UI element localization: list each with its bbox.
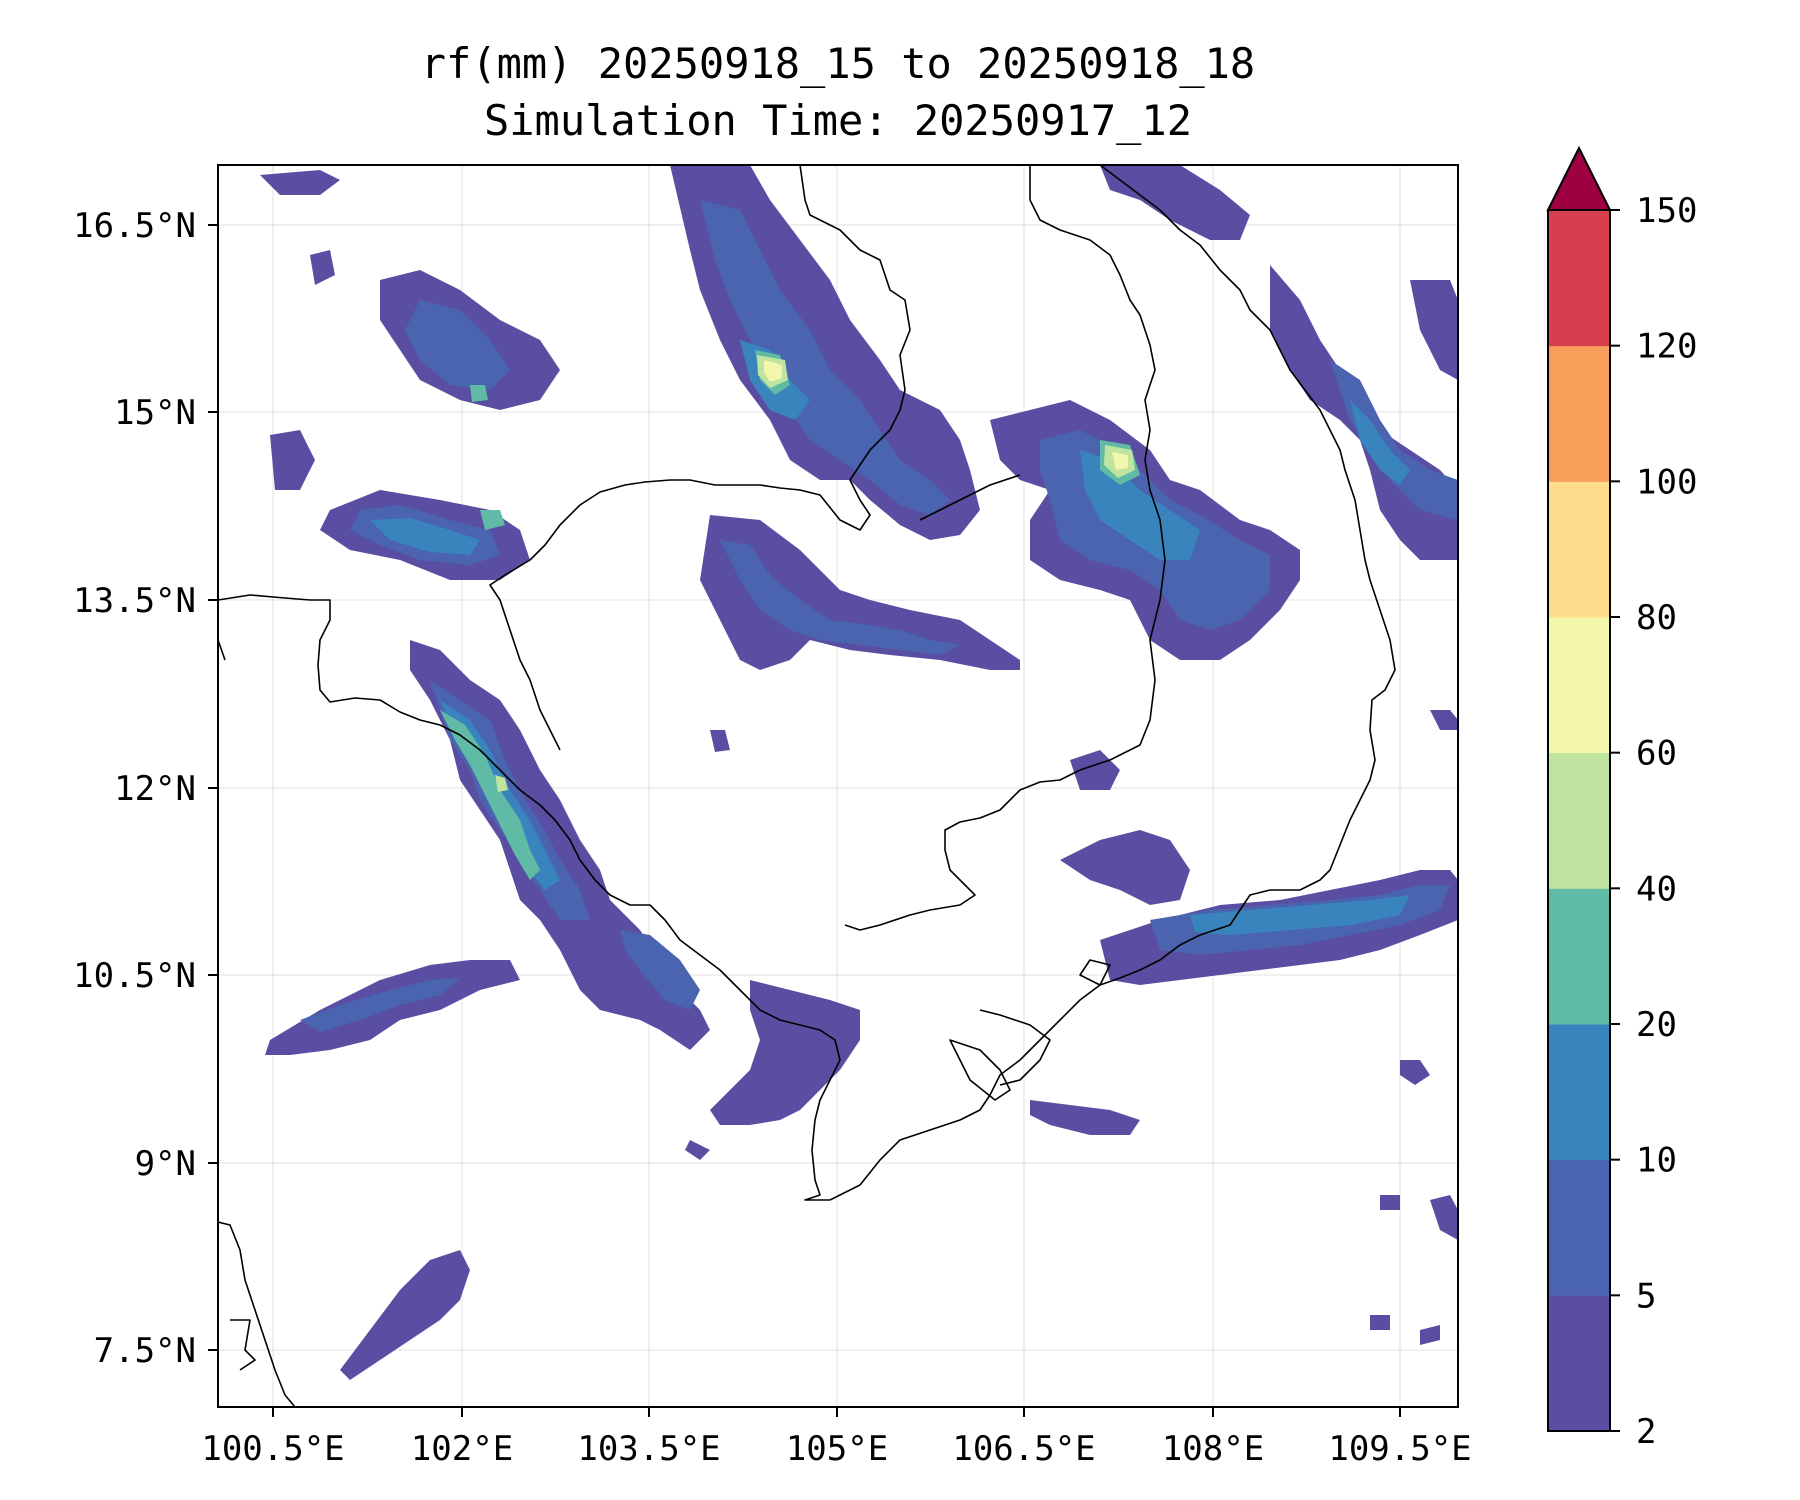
lon-tick-label: 103.5°E bbox=[577, 1429, 720, 1469]
lat-tick-label: 9°N bbox=[135, 1144, 196, 1184]
lon-tick-label: 109.5°E bbox=[1328, 1429, 1471, 1469]
rainfall-contours bbox=[260, 165, 1458, 1380]
colorbar-tick-label: 40 bbox=[1636, 869, 1677, 909]
lat-tick-label: 12°N bbox=[114, 769, 196, 809]
colorbar-band bbox=[1548, 1295, 1610, 1432]
colorbar-tick-label: 20 bbox=[1636, 1005, 1677, 1045]
colorbar-band bbox=[1548, 1159, 1610, 1296]
rain-cell bbox=[700, 200, 950, 515]
colorbar-bands bbox=[1548, 210, 1610, 1432]
rain-cell bbox=[764, 360, 782, 382]
colorbar-band bbox=[1548, 210, 1610, 347]
lat-tick-label: 10.5°N bbox=[73, 956, 196, 996]
rain-cell bbox=[495, 775, 508, 792]
rain-cell bbox=[405, 300, 510, 390]
colorbar-tick-label: 2 bbox=[1636, 1412, 1656, 1452]
coastlines-and-borders bbox=[218, 165, 1396, 1407]
lat-tick-label: 15°N bbox=[114, 393, 196, 433]
colorbar: 2 5 10 20 40 60 80 100 120 150 bbox=[1546, 145, 1697, 1452]
colorbar-band bbox=[1548, 617, 1610, 754]
lon-tick-label: 108°E bbox=[1162, 1429, 1264, 1469]
rain-cell bbox=[1400, 1060, 1430, 1085]
figure-title-line2: Simulation Time: 20250917_12 bbox=[484, 96, 1192, 145]
rain-cell bbox=[260, 170, 340, 195]
map-panel: 100.5°E 102°E 103.5°E 105°E 106.5°E 108°… bbox=[73, 164, 1472, 1469]
colorbar-band bbox=[1548, 481, 1610, 618]
colorbar-band bbox=[1548, 888, 1610, 1025]
colorbar-tick-label: 100 bbox=[1636, 462, 1697, 502]
colorbar-extend-arrow bbox=[1546, 145, 1612, 211]
colorbar-tick-label: 10 bbox=[1636, 1141, 1677, 1181]
rain-cell bbox=[1030, 1100, 1140, 1135]
rain-cell bbox=[1330, 360, 1458, 520]
rain-cell bbox=[700, 515, 1020, 670]
lon-tick-label: 105°E bbox=[786, 1429, 888, 1469]
rain-cell bbox=[1190, 895, 1410, 935]
rain-cell bbox=[470, 385, 488, 402]
colorbar-tick-label: 60 bbox=[1636, 734, 1677, 774]
colorbar-tick-label: 5 bbox=[1636, 1276, 1656, 1316]
lat-tick-label: 13.5°N bbox=[73, 581, 196, 621]
rain-cell bbox=[440, 710, 540, 880]
colorbar-ticks: 2 5 10 20 40 60 80 100 120 150 bbox=[1610, 191, 1697, 1452]
longitude-labels: 100.5°E 102°E 103.5°E 105°E 106.5°E 108°… bbox=[201, 1429, 1471, 1469]
colorbar-band bbox=[1548, 752, 1610, 889]
map-tick-marks bbox=[208, 224, 1401, 1417]
rain-cell bbox=[340, 1250, 470, 1380]
rain-cell bbox=[1370, 1315, 1390, 1330]
colorbar-frame bbox=[1547, 209, 1611, 1432]
rain-cell bbox=[370, 518, 480, 555]
rain-cell bbox=[1350, 400, 1410, 485]
colorbar-band bbox=[1548, 1024, 1610, 1161]
rain-cell bbox=[1380, 1195, 1400, 1210]
rain-cell bbox=[480, 510, 505, 530]
figure-title-line1: rf(mm) 20250918_15 to 20250918_18 bbox=[421, 39, 1255, 88]
rain-cell bbox=[1420, 1325, 1440, 1345]
colorbar-tick-label: 80 bbox=[1636, 598, 1677, 638]
colorbar-tick-label: 120 bbox=[1636, 327, 1697, 367]
rain-cell bbox=[1060, 830, 1190, 905]
lon-tick-label: 100.5°E bbox=[201, 1429, 344, 1469]
rain-cell bbox=[1430, 1195, 1458, 1240]
rain-cell bbox=[270, 430, 315, 490]
rain-cell bbox=[1410, 280, 1458, 380]
rain-cell bbox=[710, 980, 860, 1125]
colorbar-tick-label: 150 bbox=[1636, 191, 1697, 231]
lon-tick-label: 106.5°E bbox=[952, 1429, 1095, 1469]
rain-cell bbox=[1100, 165, 1250, 240]
rain-cell bbox=[720, 540, 960, 655]
lat-tick-label: 16.5°N bbox=[73, 206, 196, 246]
rain-cell bbox=[710, 730, 730, 752]
rain-cell bbox=[685, 1140, 710, 1160]
rain-cell bbox=[300, 978, 460, 1032]
rain-cell bbox=[310, 250, 335, 285]
lat-tick-label: 7.5°N bbox=[94, 1331, 196, 1371]
rain-cell bbox=[1430, 710, 1458, 730]
rain-cell bbox=[1112, 452, 1128, 470]
latitude-labels: 16.5°N 15°N 13.5°N 12°N 10.5°N 9°N 7.5°N bbox=[73, 206, 196, 1371]
rain-cell bbox=[620, 930, 700, 1010]
lon-tick-label: 102°E bbox=[411, 1429, 513, 1469]
colorbar-band bbox=[1548, 345, 1610, 482]
